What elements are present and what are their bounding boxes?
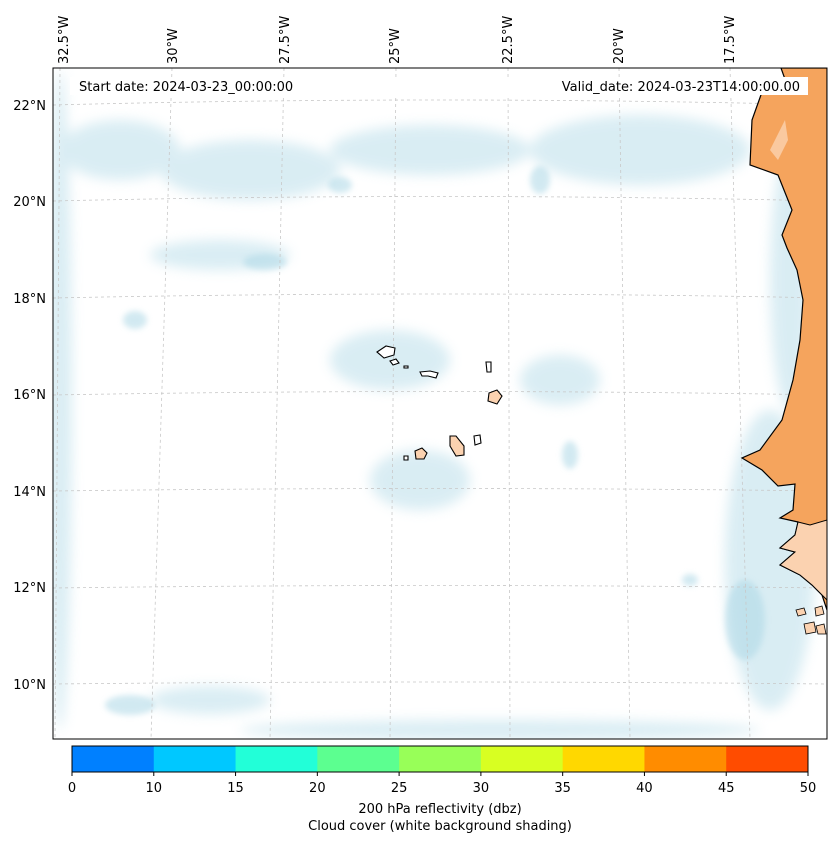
lon-label: 17.5°W bbox=[723, 16, 738, 64]
graticule bbox=[53, 68, 827, 739]
lat-label: 20°N bbox=[13, 195, 46, 210]
cape-verde-islands bbox=[376, 345, 503, 461]
lon-label: 25°W bbox=[388, 28, 403, 64]
colorbar-segment bbox=[72, 746, 155, 772]
colorbar-label: 200 hPa reflectivity (dbz) bbox=[358, 802, 521, 817]
colorbar-segment bbox=[235, 746, 318, 772]
lon-label: 22.5°W bbox=[501, 16, 516, 64]
colorbar: 0 10 15 20 25 30 35 40 45 50 200 hPa reflectivity… bbox=[68, 745, 816, 834]
colorbar-frame bbox=[71, 745, 809, 773]
lon-label: 27.5°W bbox=[278, 16, 293, 64]
colorbar-segment bbox=[153, 746, 237, 772]
colorbar-tick-label: 30 bbox=[473, 781, 490, 796]
colorbar-tick-label: 25 bbox=[391, 781, 408, 796]
lat-label: 22°N bbox=[13, 99, 46, 114]
colorbar-tick-label: 15 bbox=[227, 781, 244, 796]
colorbar-tick-label: 35 bbox=[554, 781, 571, 796]
latitude-labels: 22°N 20°N 18°N 16°N 14°N 12°N 10°N bbox=[13, 99, 46, 693]
date-banner bbox=[70, 77, 808, 95]
african-coast-land bbox=[740, 68, 827, 635]
lat-label: 10°N bbox=[13, 678, 46, 693]
island-santiago bbox=[449, 435, 465, 457]
map-panel[interactable]: Start date: 2024-03-23_00:00:00 Valid_da… bbox=[48, 68, 827, 740]
colorbar-tick-label: 45 bbox=[718, 781, 735, 796]
colorbar-sublabel: Cloud cover (white background shading) bbox=[308, 819, 572, 834]
lon-label: 30°W bbox=[166, 28, 181, 64]
lat-label: 12°N bbox=[13, 581, 46, 596]
lat-label: 18°N bbox=[13, 292, 46, 307]
start-date-label: Start date: 2024-03-23_00:00:00 bbox=[79, 80, 293, 95]
lon-label: 20°W bbox=[612, 28, 627, 64]
colorbar-tick-label: 0 bbox=[68, 781, 76, 796]
colorbar-segments bbox=[72, 746, 809, 772]
colorbar-ticks: 0 10 15 20 25 30 35 40 45 50 bbox=[68, 772, 816, 796]
island-brava bbox=[403, 455, 409, 461]
island-sao-nicolau bbox=[419, 370, 439, 379]
lat-label: 14°N bbox=[13, 485, 46, 500]
island-santa-luzia bbox=[403, 365, 409, 369]
island-boa-vista bbox=[487, 389, 503, 405]
lat-label: 16°N bbox=[13, 388, 46, 403]
island-fogo bbox=[414, 447, 428, 460]
colorbar-segment bbox=[726, 746, 809, 772]
colorbar-tick-label: 10 bbox=[146, 781, 163, 796]
colorbar-tick-label: 40 bbox=[636, 781, 653, 796]
longitude-labels: 32.5°W 30°W 27.5°W 25°W 22.5°W 20°W 17.5… bbox=[57, 16, 738, 64]
lon-label: 32.5°W bbox=[57, 16, 72, 64]
colorbar-segment bbox=[562, 746, 645, 772]
colorbar-segment bbox=[644, 746, 727, 772]
valid-date-label: Valid_date: 2024-03-23T14:00:00.00 bbox=[562, 80, 800, 95]
colorbar-segment bbox=[317, 746, 400, 772]
island-maio bbox=[473, 434, 482, 446]
island-santo-antao bbox=[376, 345, 396, 359]
island-sao-vicente bbox=[389, 358, 400, 366]
colorbar-segment bbox=[399, 746, 482, 772]
colorbar-tick-label: 20 bbox=[309, 781, 326, 796]
colorbar-segment bbox=[480, 746, 564, 772]
island-sal bbox=[485, 361, 492, 373]
colorbar-tick-label: 50 bbox=[800, 781, 817, 796]
map-frame bbox=[52, 67, 828, 740]
